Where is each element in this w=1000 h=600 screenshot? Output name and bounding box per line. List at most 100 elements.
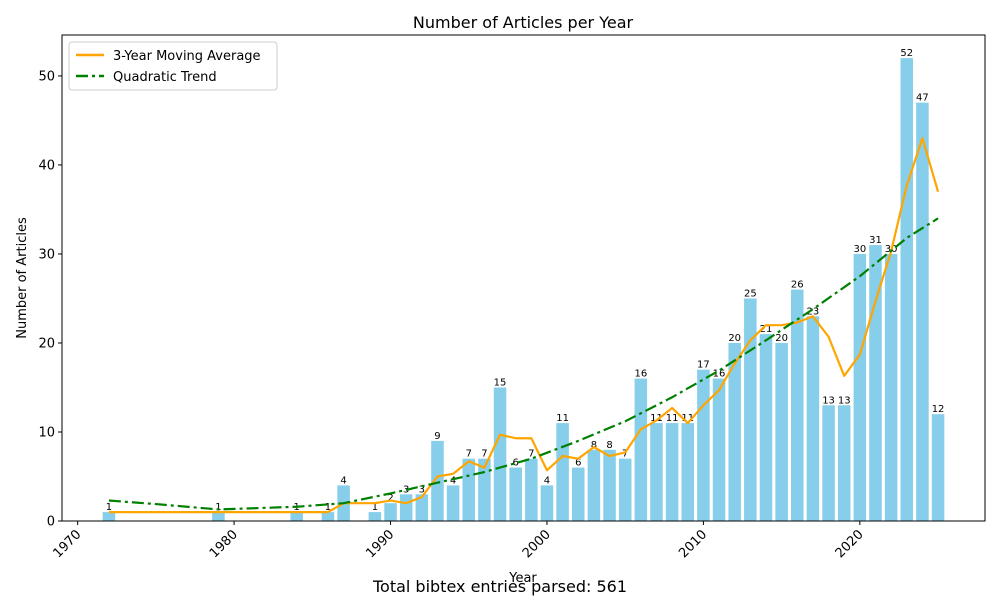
bar-1992 bbox=[415, 494, 429, 521]
bar-2005 bbox=[618, 458, 632, 521]
bar-label-2025: 12 bbox=[932, 404, 945, 415]
bar-2009 bbox=[681, 423, 695, 521]
x-tick-label-1970: 1970 bbox=[50, 527, 84, 561]
bar-label-2017: 23 bbox=[807, 306, 820, 317]
bar-label-1996: 7 bbox=[481, 449, 487, 460]
bar-label-1997: 15 bbox=[494, 377, 507, 388]
bar-label-1998: 6 bbox=[512, 458, 518, 469]
bar-2001 bbox=[556, 423, 569, 521]
bar-1990 bbox=[384, 503, 397, 521]
bar-label-2008: 11 bbox=[666, 413, 679, 424]
bar-1991 bbox=[399, 494, 413, 521]
bar-label-2018: 13 bbox=[822, 395, 835, 406]
bar-label-2005: 7 bbox=[622, 449, 628, 460]
bar-1996 bbox=[478, 458, 491, 521]
x-tick-label-2010: 2010 bbox=[676, 527, 710, 561]
bar-label-2013: 25 bbox=[744, 288, 757, 299]
y-tick-label-50: 50 bbox=[38, 69, 55, 84]
bar-label-1979: 1 bbox=[215, 502, 221, 513]
bar-2004 bbox=[603, 449, 616, 521]
series-layer bbox=[108, 137, 940, 514]
bar-1984 bbox=[290, 512, 303, 521]
bar-label-2002: 6 bbox=[575, 458, 581, 469]
bar-label-2014: 21 bbox=[760, 324, 773, 335]
bar-label-2015: 20 bbox=[775, 333, 788, 344]
bar-1989 bbox=[368, 512, 382, 521]
bar-label-1990: 2 bbox=[387, 493, 393, 504]
bar-label-2010: 17 bbox=[697, 360, 710, 371]
bar-1972 bbox=[102, 512, 116, 521]
bar-label-1995: 7 bbox=[466, 449, 472, 460]
bar-label-2021: 31 bbox=[869, 235, 882, 246]
bar-2008 bbox=[665, 423, 679, 521]
bar-label-1989: 1 bbox=[372, 502, 378, 513]
bar-2022 bbox=[884, 253, 898, 521]
y-tick-label-0: 0 bbox=[47, 515, 55, 530]
bar-label-2006: 16 bbox=[634, 369, 647, 380]
legend-label-moving-average: 3-Year Moving Average bbox=[113, 49, 261, 64]
bar-label-2011: 16 bbox=[713, 369, 726, 380]
y-axis-label: Number of Articles bbox=[15, 217, 30, 339]
bar-label-2009: 11 bbox=[681, 413, 694, 424]
legend-box bbox=[68, 41, 278, 91]
y-tick-label-40: 40 bbox=[38, 158, 55, 173]
bar-label-2024: 47 bbox=[916, 93, 929, 104]
bar-label-2023: 52 bbox=[900, 48, 913, 59]
bar-label-2003: 8 bbox=[591, 440, 597, 451]
plot-frame bbox=[61, 34, 986, 522]
bar-2010 bbox=[697, 369, 710, 521]
bar-2020 bbox=[853, 253, 867, 521]
bar-2016 bbox=[791, 289, 804, 521]
x-tick-label-1990: 1990 bbox=[363, 527, 397, 561]
bar-label-1972: 1 bbox=[106, 502, 112, 513]
bar-2018 bbox=[822, 405, 835, 521]
bar-label-1986: 1 bbox=[325, 502, 331, 513]
bar-label-2000: 4 bbox=[544, 475, 550, 486]
bar-2000 bbox=[540, 485, 554, 521]
moving-average-line bbox=[108, 137, 940, 514]
y-tick-label-10: 10 bbox=[38, 425, 55, 440]
bar-2017 bbox=[806, 316, 820, 521]
bars-layer bbox=[102, 58, 945, 522]
bar-1997 bbox=[493, 387, 507, 521]
bar-2014 bbox=[759, 334, 773, 521]
bar-1993 bbox=[431, 440, 444, 521]
bar-2007 bbox=[650, 423, 663, 521]
bar-2013 bbox=[744, 298, 757, 521]
bar-2003 bbox=[587, 449, 601, 521]
bar-label-2020: 30 bbox=[853, 244, 866, 255]
bar-1994 bbox=[446, 485, 460, 521]
bar-label-2007: 11 bbox=[650, 413, 663, 424]
footer-note: Total bibtex entries parsed: 561 bbox=[372, 577, 628, 596]
x-tick-label-2000: 2000 bbox=[520, 527, 554, 561]
bar-1999 bbox=[525, 458, 538, 521]
x-axis: 1970 1980 1990 2000 2010 2020 bbox=[50, 521, 867, 561]
y-tick-label-30: 30 bbox=[38, 247, 55, 262]
bar-label-2001: 11 bbox=[556, 413, 569, 424]
bar-label-2019: 13 bbox=[838, 395, 851, 406]
bar-label-1994: 4 bbox=[450, 475, 456, 486]
y-axis: 0 10 20 30 40 50 bbox=[38, 69, 62, 530]
bar-label-1999: 7 bbox=[528, 449, 534, 460]
y-tick-label-20: 20 bbox=[38, 336, 55, 351]
bar-label-1993: 9 bbox=[434, 431, 440, 442]
bar-label-2004: 8 bbox=[606, 440, 612, 451]
bar-2019 bbox=[837, 405, 851, 521]
x-tick-label-2020: 2020 bbox=[833, 527, 867, 561]
x-axis-label: Year bbox=[508, 571, 537, 586]
bar-2006 bbox=[634, 378, 648, 521]
bar-2024 bbox=[916, 102, 929, 522]
bar-2011 bbox=[712, 378, 726, 521]
chart-title: Number of Articles per Year bbox=[413, 13, 634, 32]
x-tick-label-1980: 1980 bbox=[207, 527, 241, 561]
quadratic-trend-line bbox=[108, 217, 939, 511]
bar-1979 bbox=[212, 512, 225, 521]
bar-2012 bbox=[728, 342, 741, 521]
bar-2015 bbox=[775, 342, 788, 521]
bar-2002 bbox=[572, 467, 585, 521]
bar-label-2016: 26 bbox=[791, 280, 804, 291]
bar-1998 bbox=[509, 467, 522, 521]
bar-label-2012: 20 bbox=[728, 333, 741, 344]
bar-1995 bbox=[462, 458, 476, 521]
legend: 3-Year Moving Average Quadratic Trend bbox=[68, 41, 278, 91]
